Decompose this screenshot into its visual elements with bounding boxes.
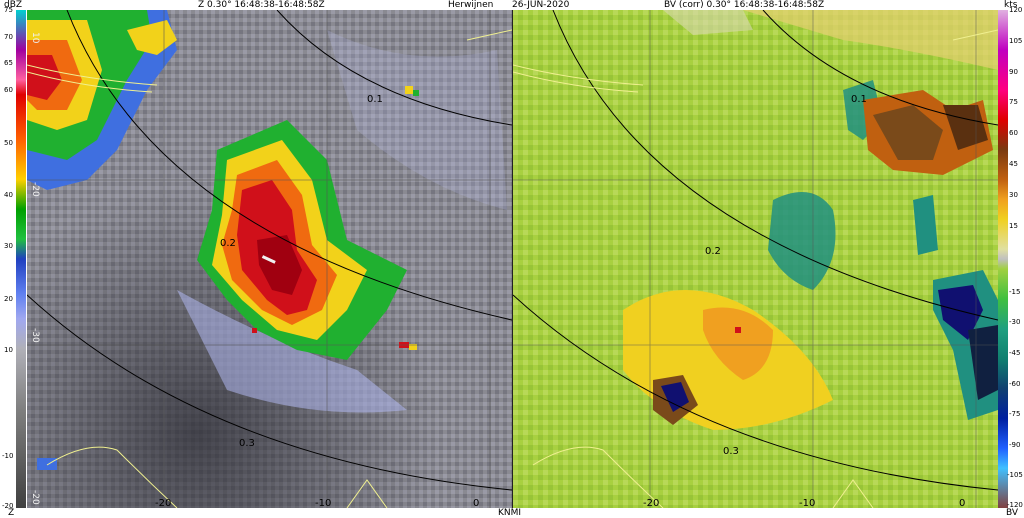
v-tick: -120 [1007,501,1023,509]
right-axis-label: 0 [959,498,965,508]
v-tick: -60 [1009,380,1021,388]
v-tick: 90 [1009,68,1018,76]
z-tick: 30 [4,242,13,250]
left-range-label-03: 0.3 [239,438,255,449]
left-vertical-label: 10 [30,32,40,44]
left-axis-label: 0 [473,498,479,508]
v-tick: -90 [1009,441,1021,449]
right-range-label-03: 0.3 [723,446,739,457]
reflectivity-panel[interactable]: 0.1 0.2 0.3 -20 -10 0 10 -20 -30 -20 [27,10,512,508]
left-vertical-label: -20 [30,182,40,197]
v-tick: -30 [1009,318,1021,326]
v-tick: 105 [1009,37,1023,45]
v-tick: 75 [1009,98,1018,106]
right-axis-label: -10 [799,498,815,508]
v-tick: 45 [1009,160,1018,168]
radar-site-name: Herwijnen [448,0,494,10]
left-vertical-label: -30 [30,328,40,343]
right-colorbar-unit: kts [1004,0,1018,10]
radar-date: 26-JUN-2020 [512,0,570,10]
z-tick: 20 [4,295,13,303]
v-tick: -45 [1009,349,1021,357]
z-tick: -20 [2,502,14,510]
z-tick: 60 [4,86,13,94]
v-tick: 60 [1009,129,1018,137]
reflectivity-colorbar [16,10,26,508]
right-axis-label: -20 [643,498,659,508]
right-footer-label: BV [1006,508,1019,518]
left-range-label-01: 0.1 [367,94,383,105]
z-tick: 50 [4,139,13,147]
v-tick: -105 [1007,471,1023,479]
z-tick: 10 [4,346,13,354]
left-range-label-02: 0.2 [220,238,236,249]
right-range-label-01: 0.1 [851,94,867,105]
right-range-label-02: 0.2 [705,246,721,257]
left-colorbar-unit: dBZ [4,0,23,10]
v-tick: 120 [1009,6,1023,14]
left-footer-label: Z [8,508,15,518]
z-tick: 65 [4,59,13,67]
v-tick: -15 [1009,288,1021,296]
left-axis-label: -10 [315,498,331,508]
right-panel-title: BV (corr) 0.30° 16:48:38-16:48:58Z [664,0,825,10]
v-tick: 15 [1009,222,1018,230]
z-tick: 75 [4,6,13,14]
z-tick: -10 [2,452,14,460]
z-tick: 70 [4,33,13,41]
v-tick: 30 [1009,191,1018,199]
left-axis-label: -20 [155,498,171,508]
panel-divider [512,10,513,508]
velocity-panel[interactable]: 0.1 0.2 0.3 -20 -10 0 [513,10,998,508]
footer-source: KNMI [498,508,522,518]
v-tick: -75 [1009,410,1021,418]
velocity-colorbar [998,10,1008,508]
left-panel-title: Z 0.30° 16:48:38-16:48:58Z [198,0,325,10]
left-vertical-label: -20 [30,490,40,505]
z-tick: 40 [4,191,13,199]
